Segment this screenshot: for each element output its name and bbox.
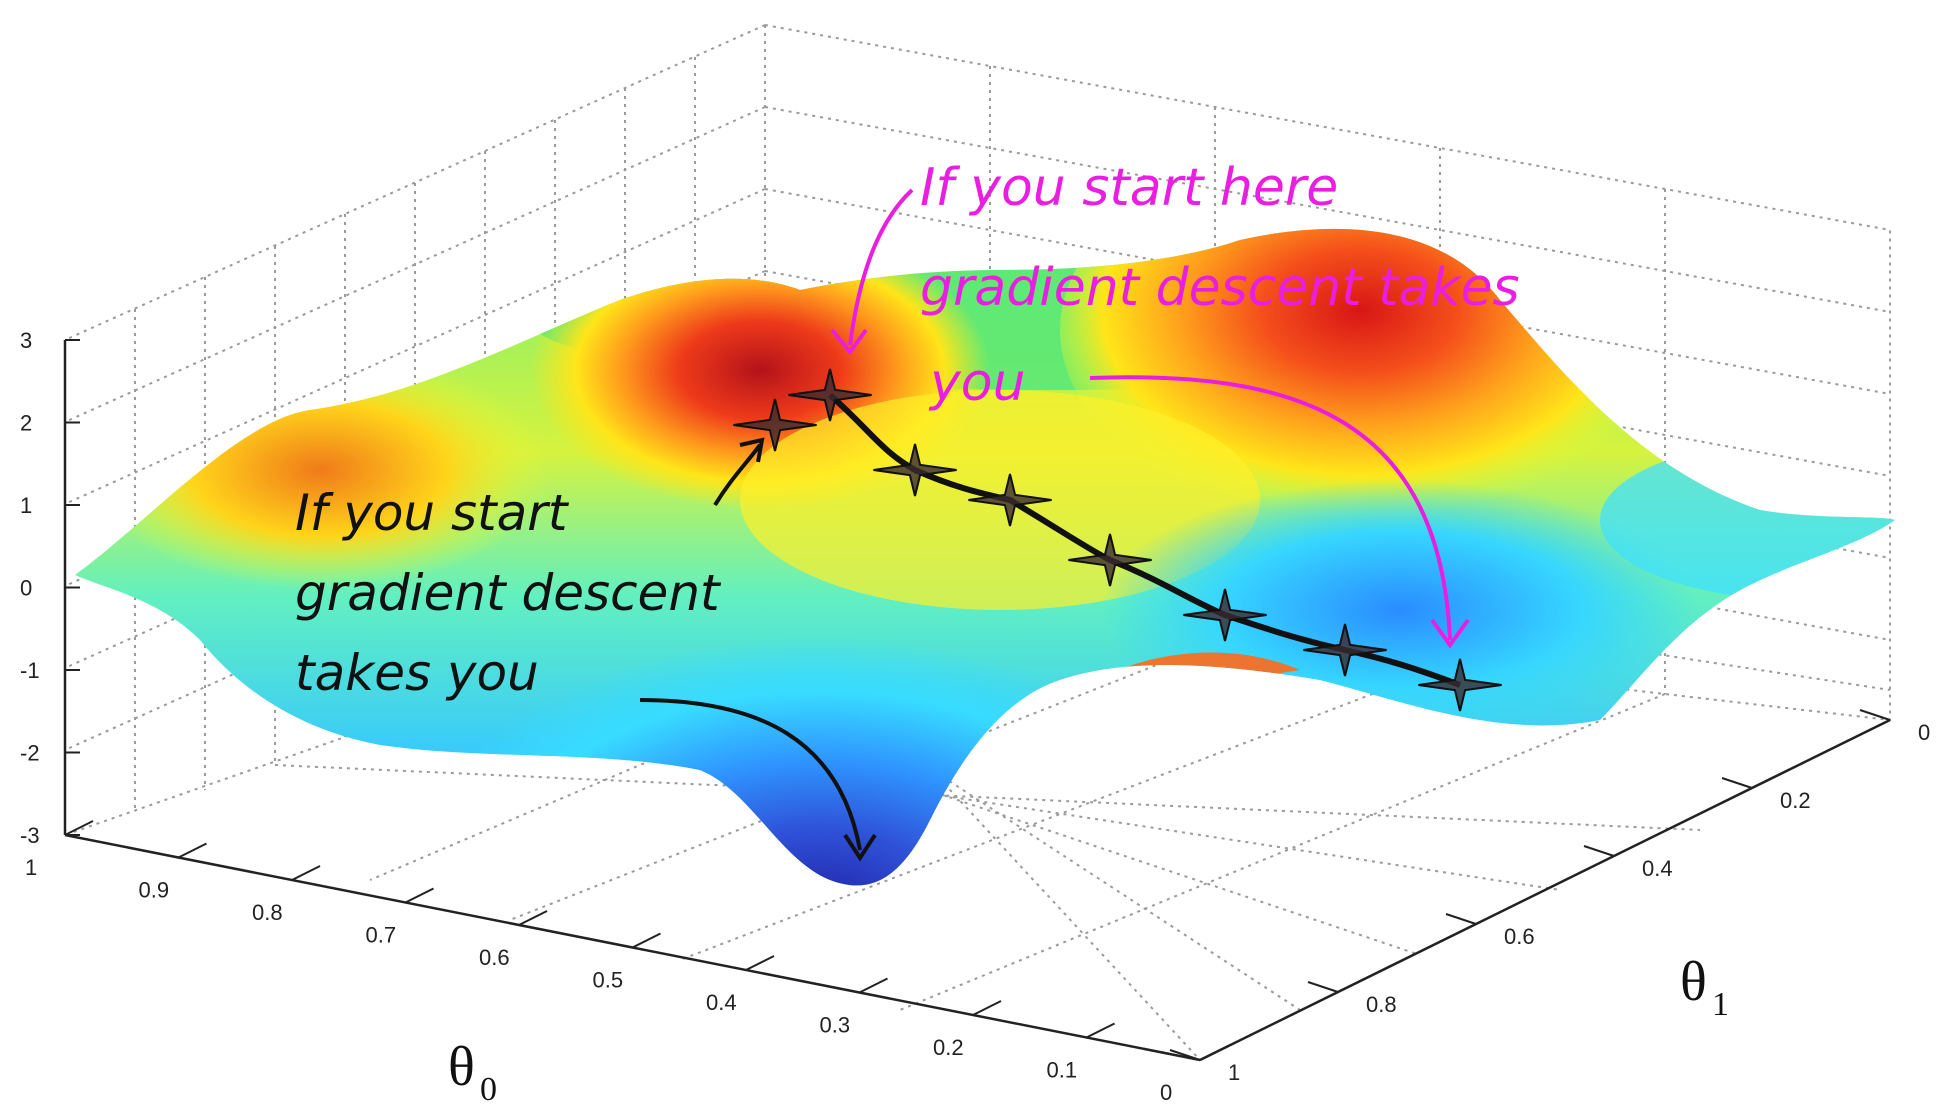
x-tick-mark [972,1000,1002,1016]
step-star-marker [968,473,1052,527]
y-tick-mark [1445,913,1477,925]
x-tick-mark [1086,1022,1115,1039]
x-tick-label: 0.9 [139,878,170,903]
z-tick-label: 1 [20,493,32,518]
x-tick-label: 0.2 [933,1035,964,1060]
annotation-pink-line-2: gradient descent takes [920,258,1520,318]
y-tick-mark [1859,709,1891,721]
x-tick-label: 0.1 [1047,1058,1078,1083]
step-star-marker [1303,623,1387,677]
arrow-black-up-icon [713,443,762,507]
z-tick-label: -3 [20,823,40,848]
z-tick-label: -1 [20,658,40,683]
arrow-black-down-icon [639,698,862,851]
svg-text:0: 0 [480,1071,497,1108]
y-tick-label: 0.6 [1504,924,1535,949]
step-star-marker [733,398,817,452]
annotation-pink-line-3: you [928,353,1026,413]
step-star-marker [873,443,957,497]
annotation-black-line-3: takes you [295,644,539,702]
svg-text:1: 1 [1712,986,1729,1023]
y-tick-label: 0.8 [1366,992,1397,1017]
y-axis-ticks: 0 0.2 0.4 0.6 0.8 1 [1169,709,1930,1085]
arrow-pink-curve-icon [1089,375,1452,641]
z-tick-label: -2 [20,741,40,766]
x-tick-mark [178,842,207,859]
x-tick-mark [518,910,548,926]
step-star-marker [1418,658,1502,712]
x-tick-label: 0.8 [252,900,283,925]
z-tick-label: 0 [20,576,32,601]
x-tick-label: 0.6 [479,945,510,970]
descent-steps [733,368,1502,712]
x-tick-label: 0.4 [706,990,737,1015]
svg-text:θ: θ [448,1036,475,1098]
annotation-black: If you start gradient descent takes you [295,437,877,862]
x-tick-label: 1 [25,855,37,880]
x-tick-mark [632,932,661,949]
step-star-marker [1068,533,1152,587]
step-star-marker [1183,588,1267,642]
x-tick-mark [291,865,321,881]
step-star-marker [788,368,872,422]
y-tick-mark [1307,981,1339,993]
svg-text:θ: θ [1680,951,1707,1013]
x-tick-label: 0.7 [366,923,397,948]
y-tick-mark [1721,777,1753,789]
y-tick-label: 0.2 [1780,788,1811,813]
x-tick-label: 0 [1160,1080,1172,1105]
arrow-pink-down-icon [848,188,914,346]
x-tick-label: 0.5 [593,968,624,993]
x-tick-mark [1199,1045,1229,1061]
x-tick-mark [405,887,434,904]
annotation-pink: If you start here gradient descent takes… [830,158,1520,649]
z-axis-ticks: 3 2 1 0 -1 -2 -3 [20,328,80,848]
x-axis-title: θ 0 [448,1036,497,1108]
z-tick-label: 3 [20,328,32,353]
y-axis-title: θ 1 [1680,951,1729,1023]
x-tick-mark [64,820,94,836]
y-tick-label: 1 [1228,1060,1240,1085]
y-tick-label: 0 [1918,720,1930,745]
x-tick-label: 0.3 [820,1013,851,1038]
z-tick-label: 2 [20,411,32,436]
x-axis-ticks: 1 0.9 0.8 0.7 0.6 0.5 0.4 0.3 0.2 0.1 0 [25,820,1229,1105]
y-tick-mark [1169,1049,1201,1061]
annotation-black-line-2: gradient descent [295,564,722,622]
annotation-pink-line-1: If you start here [920,158,1338,218]
x-tick-mark [859,977,888,994]
x-tick-mark [745,955,775,971]
y-tick-label: 0.4 [1642,856,1673,881]
y-tick-mark [1583,845,1615,857]
annotation-black-line-1: If you start [295,484,570,542]
